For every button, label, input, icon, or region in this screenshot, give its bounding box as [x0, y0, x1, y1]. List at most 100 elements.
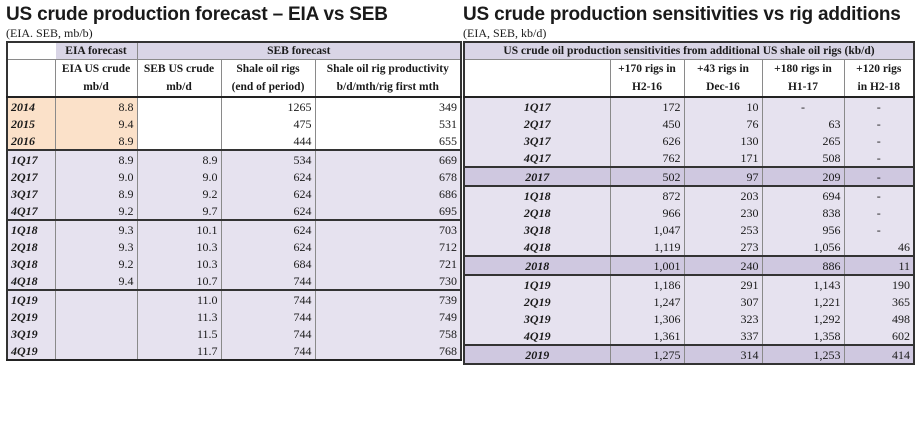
- row-label: 3Q19: [463, 310, 611, 327]
- row-label: 3Q17: [463, 132, 611, 149]
- col-header-seb: SEB US crude: [136, 59, 222, 78]
- value-b: 203: [683, 185, 763, 204]
- col-header-a: +170 rigs in: [609, 59, 685, 78]
- rigs-value: 684: [220, 255, 316, 272]
- productivity-value: 686: [314, 185, 462, 202]
- eia-value: 9.2: [54, 255, 138, 272]
- row-label: 4Q19: [6, 342, 56, 361]
- seb-value: 9.2: [136, 185, 222, 202]
- row-label: 1Q18: [463, 185, 611, 204]
- seb-value: 10.3: [136, 255, 222, 272]
- eia-value: 8.9: [54, 149, 138, 168]
- value-a: 872: [609, 185, 685, 204]
- row-label: 2015: [6, 115, 56, 132]
- seb-value: 10.1: [136, 219, 222, 238]
- productivity-value: 695: [314, 202, 462, 220]
- row-label: 2Q17: [463, 115, 611, 132]
- rigs-value: 475: [220, 115, 316, 132]
- col-header-b: +43 rigs in: [683, 59, 763, 78]
- total-row: 2017 502 97 209-: [463, 166, 915, 187]
- value-b: 240: [683, 255, 763, 276]
- rigs-value: 1265: [220, 97, 316, 115]
- seb-value: 10.3: [136, 238, 222, 255]
- eia-value: 8.9: [54, 132, 138, 150]
- value-b: 337: [683, 327, 763, 345]
- productivity-value: 749: [314, 308, 462, 325]
- value-d: 498: [843, 310, 915, 327]
- col-unit-rigs: (end of period): [220, 78, 316, 98]
- value-c: 1,253: [761, 344, 845, 365]
- table-row: 2014 8.8 1265 349: [6, 97, 462, 115]
- value-c: 694: [761, 185, 845, 204]
- table-row: 2Q17 9.0 9.0 624 678: [6, 168, 462, 185]
- eia-value: 9.3: [54, 219, 138, 238]
- table-row: 1Q18 9.3 10.1 624 703: [6, 219, 462, 238]
- row-label: 1Q17: [463, 97, 611, 115]
- value-a: 172: [609, 97, 685, 115]
- productivity-value: 739: [314, 289, 462, 308]
- group-header-seb: SEB forecast: [136, 41, 462, 60]
- table-row: 4Q17 9.2 9.7 624 695: [6, 202, 462, 220]
- col-header-d: +120 rigs: [843, 59, 915, 78]
- left-title: US crude production forecast – EIA vs SE…: [6, 4, 388, 25]
- productivity-value: 349: [314, 97, 462, 115]
- table-row: 3Q19 1,306 323 1,292 498: [463, 310, 915, 327]
- row-label: 2018: [463, 255, 611, 276]
- value-c: 1,358: [761, 327, 845, 345]
- rigs-value: 744: [220, 272, 316, 290]
- eia-value: 8.9: [54, 185, 138, 202]
- value-c: 508: [761, 149, 845, 167]
- value-c: 209: [761, 166, 845, 187]
- value-d: -: [843, 115, 915, 132]
- row-label: 3Q18: [6, 255, 56, 272]
- rigs-value: 444: [220, 132, 316, 150]
- header-cell: [6, 59, 56, 78]
- value-c: 265: [761, 132, 845, 149]
- seb-value: 10.7: [136, 272, 222, 290]
- forecast-table: EIA forecast SEB forecast EIA US crude S…: [6, 41, 463, 361]
- value-a: 966: [609, 204, 685, 221]
- col-unit-eia: mb/d: [54, 78, 138, 98]
- sensitivity-table: US crude oil production sensitivities fr…: [463, 41, 915, 365]
- row-label: 2016: [6, 132, 56, 150]
- seb-value: 11.5: [136, 325, 222, 342]
- row-label: 2014: [6, 97, 56, 115]
- eia-value: [54, 325, 138, 342]
- value-c: 63: [761, 115, 845, 132]
- value-c: 886: [761, 255, 845, 276]
- productivity-value: 703: [314, 219, 462, 238]
- value-a: 450: [609, 115, 685, 132]
- productivity-value: 730: [314, 272, 462, 290]
- table-row: 3Q19 11.5 744 758: [6, 325, 462, 342]
- value-d: -: [843, 221, 915, 238]
- value-d: 11: [843, 255, 915, 276]
- col-unit-productivity: b/d/mth/rig first mth: [314, 78, 462, 98]
- value-d: -: [843, 166, 915, 187]
- header-cell: [463, 59, 611, 78]
- value-d: 46: [843, 238, 915, 256]
- value-b: 273: [683, 238, 763, 256]
- row-label: 3Q17: [6, 185, 56, 202]
- row-label: 4Q18: [463, 238, 611, 256]
- value-d: -: [843, 97, 915, 115]
- value-a: 1,247: [609, 293, 685, 310]
- value-a: 1,275: [609, 344, 685, 365]
- table-row: 2Q19 1,247 307 1,221 365: [463, 293, 915, 310]
- value-a: 502: [609, 166, 685, 187]
- value-c: -: [761, 97, 845, 115]
- right-title: US crude production sensitivities vs rig…: [463, 4, 901, 25]
- col-period-d: in H2-18: [843, 78, 915, 98]
- eia-value: [54, 308, 138, 325]
- seb-value: 8.9: [136, 149, 222, 168]
- table-row: 2Q17 450 76 63-: [463, 115, 915, 132]
- row-label: 3Q18: [463, 221, 611, 238]
- seb-value: 9.7: [136, 202, 222, 220]
- forecast-table-body: 2014 8.8 1265 349 2015 9.4 475 531 2016 8.9 444 655…: [6, 97, 462, 361]
- value-d: 414: [843, 344, 915, 365]
- value-a: 762: [609, 149, 685, 167]
- table-row: 4Q18 1,119 273 1,056 46: [463, 238, 915, 256]
- header-cell: [6, 78, 56, 98]
- value-c: 1,143: [761, 274, 845, 293]
- value-d: -: [843, 204, 915, 221]
- rigs-value: 624: [220, 202, 316, 220]
